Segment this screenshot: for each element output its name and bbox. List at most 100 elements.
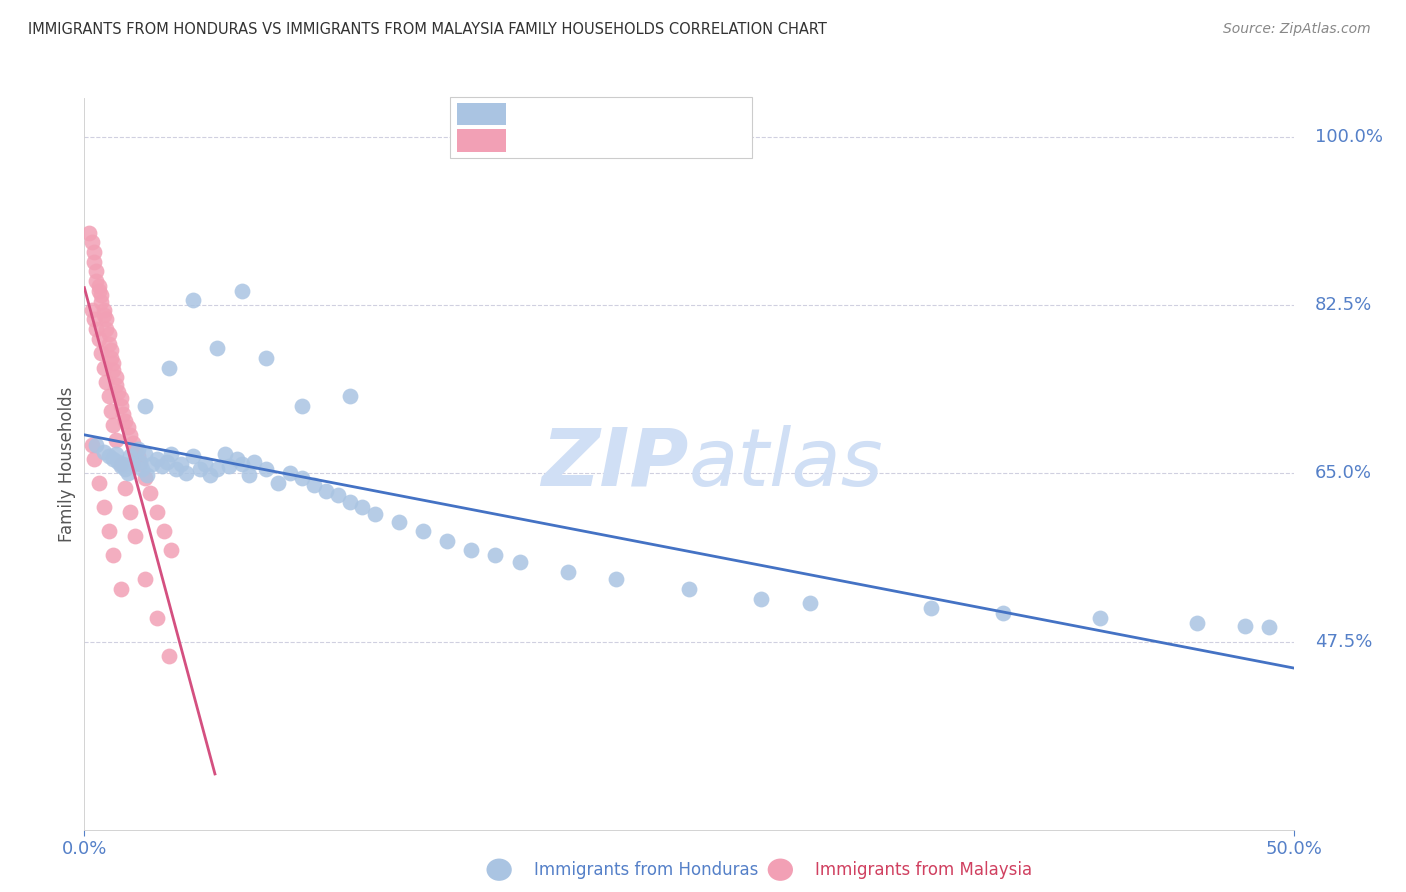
Point <box>190 461 212 475</box>
Text: R = -0.304: R = -0.304 <box>520 131 617 149</box>
Point <box>291 471 314 485</box>
Point <box>129 455 152 469</box>
Point <box>104 370 127 384</box>
Point <box>117 420 139 434</box>
Text: Immigrants from Malaysia: Immigrants from Malaysia <box>815 861 1032 879</box>
Point <box>134 572 156 586</box>
Point <box>146 505 169 519</box>
Point <box>127 449 149 463</box>
Point <box>103 362 125 376</box>
Point <box>110 392 132 406</box>
Text: N = 71: N = 71 <box>633 104 700 122</box>
Point <box>1185 615 1208 630</box>
Point <box>141 457 163 471</box>
Point <box>90 346 112 360</box>
Point <box>214 447 236 461</box>
Point <box>136 468 159 483</box>
Point <box>114 461 136 475</box>
Point <box>121 435 143 450</box>
Point <box>509 555 531 569</box>
Point <box>110 457 132 471</box>
Point <box>110 458 132 473</box>
Point <box>352 500 374 515</box>
Point <box>1258 620 1281 634</box>
Point <box>107 384 129 399</box>
Point <box>129 457 152 471</box>
Point <box>117 467 139 481</box>
Text: 65.0%: 65.0% <box>1315 465 1372 483</box>
Point <box>120 505 142 519</box>
Point <box>231 284 253 298</box>
Point <box>1088 611 1111 625</box>
Point <box>114 413 136 427</box>
Point <box>103 452 125 467</box>
Point <box>339 495 361 509</box>
Text: ZIP: ZIP <box>541 425 689 503</box>
Point <box>110 399 132 413</box>
Point <box>242 455 264 469</box>
Point <box>134 399 156 413</box>
Point <box>174 467 197 481</box>
Point <box>678 582 700 596</box>
Point <box>138 485 160 500</box>
Point <box>80 235 103 250</box>
Point <box>363 507 385 521</box>
Point <box>388 515 411 529</box>
Point <box>86 437 108 451</box>
Text: Source: ZipAtlas.com: Source: ZipAtlas.com <box>1223 22 1371 37</box>
Point <box>97 524 120 539</box>
Point <box>83 245 105 260</box>
Point <box>165 461 187 475</box>
Point <box>278 467 301 481</box>
Point <box>93 445 115 459</box>
Point <box>114 481 136 495</box>
Point <box>302 478 325 492</box>
Point <box>160 543 183 558</box>
Point <box>124 442 146 457</box>
Point <box>799 596 821 610</box>
Point <box>254 461 277 475</box>
Point <box>131 461 153 475</box>
Point <box>605 572 627 586</box>
Point <box>160 447 183 461</box>
Point <box>80 302 103 317</box>
Point <box>181 293 204 308</box>
Point <box>1234 618 1257 632</box>
Point <box>134 447 156 461</box>
Point <box>112 457 135 471</box>
Point <box>90 288 112 302</box>
Point <box>97 389 120 403</box>
Point <box>328 488 350 502</box>
Point <box>146 611 169 625</box>
Point <box>86 322 108 336</box>
Point <box>231 457 253 471</box>
Point <box>225 452 247 467</box>
Point <box>339 389 361 403</box>
Point <box>157 360 180 375</box>
Point <box>134 471 156 485</box>
Text: Immigrants from Honduras: Immigrants from Honduras <box>534 861 759 879</box>
Point <box>153 524 176 539</box>
Point <box>104 433 127 447</box>
Point <box>93 360 115 375</box>
Point <box>112 407 135 421</box>
Point <box>155 455 177 469</box>
Point <box>104 378 127 392</box>
Point <box>86 264 108 278</box>
Point <box>80 437 103 451</box>
Text: N = 63: N = 63 <box>633 131 700 149</box>
Point <box>87 332 110 346</box>
Point <box>97 326 120 341</box>
Point <box>100 343 122 358</box>
Point <box>97 336 120 351</box>
Point <box>103 418 125 433</box>
Point <box>150 458 173 473</box>
Point <box>83 312 105 326</box>
Point <box>198 468 221 483</box>
Point <box>87 476 110 491</box>
Point <box>291 399 314 413</box>
Point <box>120 449 142 463</box>
Point <box>90 295 112 310</box>
Point <box>181 449 204 463</box>
Point <box>94 312 117 326</box>
